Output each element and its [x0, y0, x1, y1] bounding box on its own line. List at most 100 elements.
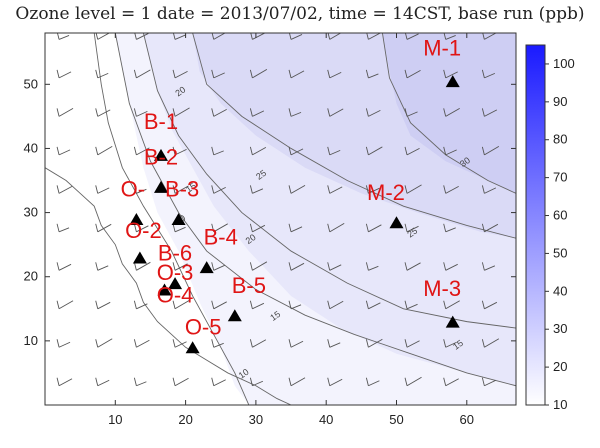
colorbar-tick-label: 60 [553, 208, 567, 223]
wind-barb [174, 377, 189, 387]
wind-barb [290, 262, 305, 271]
wind-barb-tick [404, 33, 408, 40]
wind-barb [329, 149, 341, 156]
wind-barb-tick [172, 108, 176, 117]
wind-barb-tick [288, 69, 292, 79]
wind-barb-tick [211, 108, 215, 117]
wind-barb-tick [56, 339, 60, 348]
x-tick-label: 20 [178, 412, 192, 427]
wind-barb [484, 109, 498, 117]
wind-barb [290, 340, 304, 348]
wind-barb [290, 34, 303, 40]
wind-barb-tick [443, 262, 447, 271]
contour-line-10 [93, 33, 250, 405]
wind-barb-tick [404, 223, 408, 232]
colorbar-tick-label: 100 [553, 56, 575, 71]
wind-barb-tick [211, 262, 215, 271]
wind-barb-tick [56, 108, 60, 117]
wind-barb [368, 146, 383, 156]
wind-barb [484, 72, 496, 79]
wind-barb [136, 303, 148, 310]
wind-barb-tick [172, 262, 176, 271]
wind-barb-tick [327, 33, 331, 40]
wind-barb [329, 378, 343, 387]
wind-barb [368, 109, 381, 117]
wind-barb [406, 262, 421, 271]
wind-barb-tick [133, 185, 137, 194]
site-label-m-2: M-2 [367, 180, 405, 205]
wind-barb-tick [404, 339, 408, 348]
wind-barb-tick [95, 377, 99, 386]
wind-barb [252, 380, 264, 387]
wind-barb-tick [95, 223, 99, 232]
y-tick-label: 10 [24, 333, 38, 348]
wind-barb [484, 265, 496, 271]
wind-barb [368, 380, 380, 387]
wind-barb-tick [327, 185, 331, 194]
wind-barb [58, 227, 70, 233]
contour-label: 15 [184, 181, 198, 195]
wind-barb-tick [95, 33, 99, 40]
wind-barb-tick [133, 339, 137, 348]
wind-barb-tick [95, 262, 99, 271]
wind-barb-tick [56, 262, 60, 271]
wind-barb [329, 300, 344, 310]
wind-barb-tick [327, 108, 331, 117]
x-tick-label: 10 [108, 412, 122, 427]
wind-barb [136, 147, 150, 156]
wind-barb [174, 299, 190, 310]
wind-barb [136, 110, 148, 117]
wind-barb [174, 70, 188, 79]
wind-barb [445, 378, 459, 387]
wind-barb [484, 379, 497, 387]
wind-barb-tick [56, 33, 60, 40]
site-marker-o-4 [157, 283, 172, 296]
colorbar-tick-label: 30 [553, 321, 567, 336]
wind-barb [136, 225, 149, 233]
wind-barb-tick [404, 377, 408, 386]
wind-barb [445, 263, 458, 271]
wind-barb [445, 227, 456, 233]
site-label-o-: O- [121, 177, 145, 202]
wind-barb [174, 185, 189, 194]
wind-barb [58, 149, 71, 156]
wind-barb-tick [211, 300, 215, 309]
wind-barb [136, 33, 149, 40]
wind-barb-tick [404, 146, 408, 155]
wind-barb-tick [443, 108, 447, 117]
wind-barb [484, 301, 498, 310]
wind-barb [406, 340, 420, 348]
wind-barb-tick [133, 262, 137, 271]
wind-barb-tick [133, 108, 137, 117]
wind-barb-tick [133, 69, 137, 79]
wind-barb-tick [56, 223, 60, 232]
wind-barb [368, 224, 382, 233]
site-label-o-2: O-2 [125, 218, 162, 243]
wind-barb-group [56, 33, 500, 387]
wind-barb-tick [404, 108, 408, 117]
wind-barb-tick [249, 69, 253, 79]
wind-barb [445, 149, 457, 156]
wind-barb-tick [365, 108, 369, 117]
wind-barb-tick [404, 262, 408, 271]
site-marker-m-1 [445, 75, 460, 88]
wind-barb-tick [249, 339, 253, 348]
wind-barb [174, 107, 190, 117]
wind-barb [97, 109, 111, 117]
contour-label: 30 [458, 155, 472, 169]
site-label-o-3: O-3 [157, 260, 194, 285]
wind-barb-tick [481, 377, 485, 386]
wind-barb [213, 186, 226, 194]
wind-barb-tick [288, 108, 292, 117]
wind-barb-tick [404, 69, 408, 79]
contour-label: 25 [254, 168, 268, 182]
wind-barb [213, 342, 224, 348]
wind-barb [174, 263, 188, 271]
wind-barb-tick [172, 300, 176, 309]
wind-barb [174, 148, 187, 156]
wind-barb-tick [95, 339, 99, 348]
wind-barb-tick [366, 33, 369, 40]
wind-barb [58, 300, 74, 310]
wind-barb [290, 304, 302, 310]
wind-barb [252, 146, 267, 156]
